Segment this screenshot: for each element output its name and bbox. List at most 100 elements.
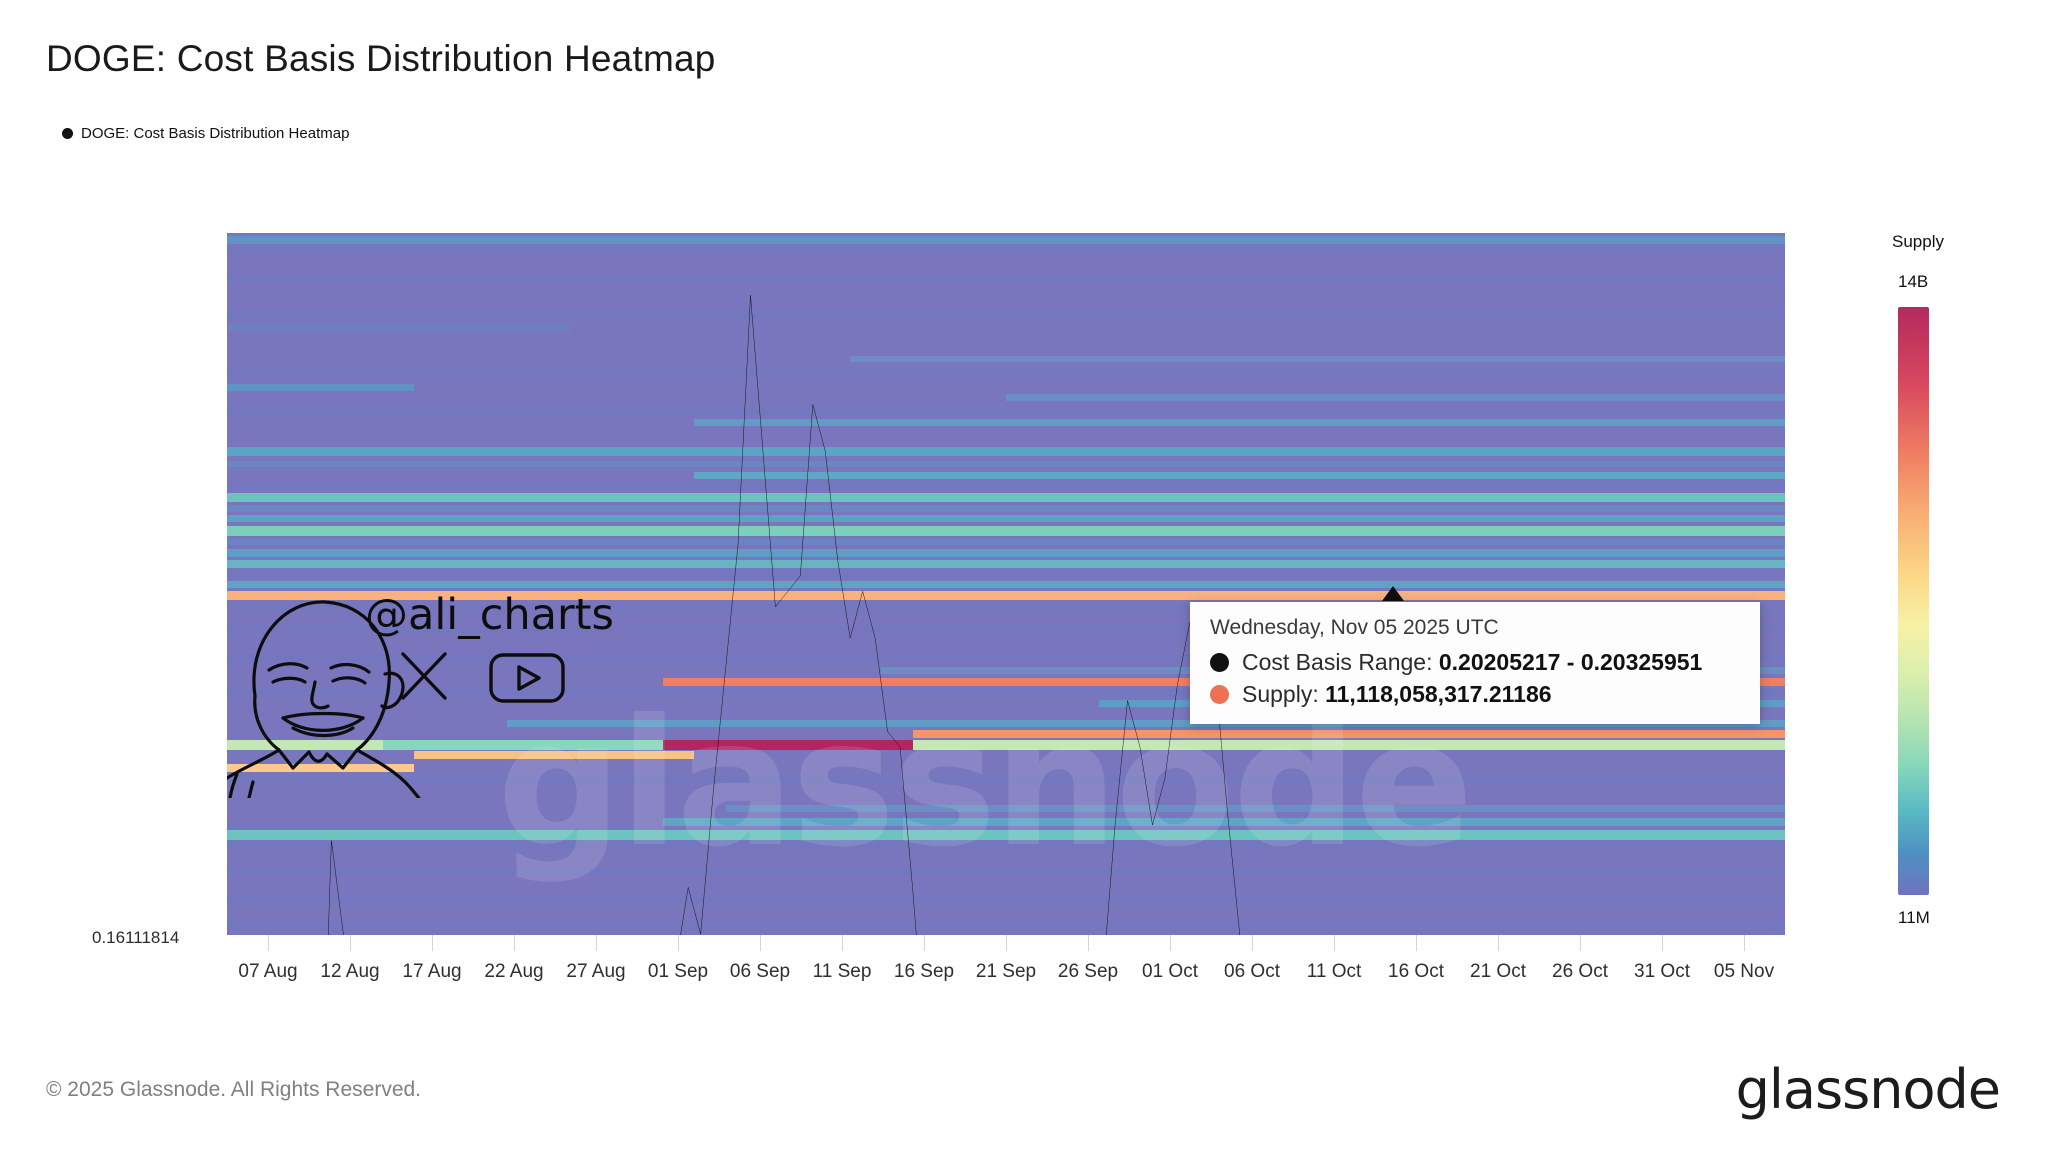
heatmap-band (227, 776, 1785, 783)
x-axis-tick-label: 11 Sep (812, 961, 872, 982)
x-axis-tick-mark (514, 935, 515, 951)
heatmap-band (227, 591, 1785, 601)
heatmap-band (227, 710, 1785, 717)
heatmap-band (227, 482, 1785, 490)
heatmap-band (694, 471, 1785, 479)
heatmap-band (227, 560, 1785, 568)
x-axis-tick-mark (924, 935, 925, 951)
heatmap-band (227, 923, 1785, 931)
heatmap-band (227, 603, 1785, 610)
heatmap-band (227, 854, 1785, 861)
x-axis-tick-mark (1170, 935, 1171, 951)
tooltip-supply-label: Supply: (1242, 681, 1319, 707)
heatmap-band (850, 355, 1785, 363)
colorbar-legend: Supply 14B 11M (1884, 232, 2034, 972)
x-axis-tick-label: 21 Oct (1470, 961, 1526, 982)
x-axis-tick-label: 01 Sep (647, 961, 709, 982)
y-axis-min-label: 0.16111814 (92, 928, 180, 947)
heatmap-band (227, 640, 1785, 647)
heatmap-band (413, 751, 695, 760)
heatmap-bands-layer (227, 233, 1785, 935)
tooltip-supply-dot-icon (1210, 685, 1229, 704)
heatmap-band (663, 739, 913, 750)
heatmap-band (227, 324, 570, 330)
x-axis-tick-label: 16 Sep (893, 961, 955, 982)
portrait-line-art-icon (227, 600, 421, 800)
x-axis-tick-label: 26 Sep (1057, 961, 1119, 982)
tooltip-cost-basis-value: 0.20205217 - 0.20325951 (1438, 649, 1703, 675)
colorbar-min-label: 11M (1898, 908, 1930, 927)
x-axis-tick-label: 21 Sep (975, 961, 1037, 982)
x-axis-tick-mark (1662, 935, 1663, 951)
heatmap-band (227, 689, 1785, 696)
heatmap-band (227, 842, 1785, 849)
heatmap-band (227, 882, 1785, 889)
heatmap-band (663, 818, 1785, 827)
heatmap-band (227, 235, 1785, 244)
x-axis-tick-mark (596, 935, 597, 951)
heatmap-band (227, 433, 1785, 440)
x-axis-tick-mark (760, 935, 761, 951)
heatmap-band (227, 310, 1785, 318)
heatmap-band (227, 292, 1785, 299)
tooltip-row-supply: Supply: 11,118,058,317.21186 (1210, 681, 1740, 708)
x-axis: 07 Aug 12 Aug 17 Aug 22 Aug 27 Aug 01 Sep 06 S… (227, 935, 1785, 1005)
x-axis-tick-label: 31 Oct (1634, 961, 1690, 982)
heatmap-band (227, 626, 1785, 633)
x-axis-tick-label: 27 Aug (566, 961, 626, 982)
tooltip-supply-value: 11,118,058,317.21186 (1325, 681, 1552, 707)
heatmap-band (1006, 394, 1785, 401)
heatmap-band (227, 868, 1785, 875)
heatmap-band (227, 896, 1785, 903)
heatmap-band (227, 739, 1785, 750)
heatmap-band (227, 369, 1785, 376)
heatmap-band (227, 581, 1785, 589)
chart-tooltip: Wednesday, Nov 05 2025 UTC Cost Basis Ra… (1190, 602, 1760, 724)
footer-logo: glassnode (1735, 1058, 2001, 1121)
heatmap-band (227, 571, 1785, 578)
tooltip-date: Wednesday, Nov 05 2025 UTC (1210, 616, 1499, 639)
x-axis-tick-mark (841, 935, 843, 951)
heatmap-band (227, 338, 1785, 345)
heatmap-band (912, 730, 1785, 739)
legend-series-label: DOGE: Cost Basis Distribution Heatmap (81, 125, 350, 142)
heatmap-band (227, 526, 1785, 537)
chart-legend: DOGE: Cost Basis Distribution Heatmap (62, 125, 349, 142)
colorbar-gradient (1898, 307, 1929, 895)
ali-charts-handle: @ali_charts (365, 590, 614, 640)
ali-charts-watermark: @ali_charts (227, 578, 717, 800)
page-title: DOGE: Cost Basis Distribution Heatmap (46, 38, 716, 79)
x-axis-tick-mark (1006, 935, 1007, 951)
x-axis-tick-label: 06 Oct (1224, 961, 1280, 982)
x-axis-tick-mark (1334, 935, 1335, 951)
tooltip-cost-basis-label: Cost Basis Range: (1242, 649, 1433, 675)
price-line (227, 233, 1785, 935)
heatmap-band (725, 805, 1785, 813)
x-axis-tick-label: 05 Nov (1713, 961, 1775, 982)
x-axis-tick-mark (1088, 935, 1089, 951)
tooltip-pointer-icon (1382, 586, 1404, 601)
tooltip-cost-basis-text: Cost Basis Range: 0.20205217 - 0.2032595… (1242, 649, 1702, 676)
x-axis-tick-label: 22 Aug (484, 961, 544, 982)
footer-copyright: © 2025 Glassnode. All Rights Reserved. (46, 1078, 422, 1101)
x-axis-tick-label: 17 Aug (402, 961, 462, 982)
heatmap-band (227, 505, 1785, 512)
x-axis-tick-mark (432, 935, 433, 951)
heatmap-band (227, 275, 1785, 282)
heatmap-band (227, 461, 1785, 468)
x-axis-tick-mark (1498, 935, 1499, 951)
x-axis-tick-label: 11 Oct (1306, 961, 1362, 982)
heatmap-band (382, 739, 664, 750)
heatmap-plot-area[interactable]: glassnode (227, 233, 1785, 935)
heatmap-band (227, 763, 414, 773)
heatmap-band (227, 492, 1785, 502)
colorbar-title: Supply (1892, 232, 1944, 251)
heatmap-band (227, 614, 1785, 622)
x-axis-tick-mark (268, 935, 269, 951)
x-axis-tick-label: 01 Oct (1142, 961, 1198, 982)
tooltip-supply-text: Supply: 11,118,058,317.21186 (1242, 681, 1552, 708)
heatmap-band (227, 408, 1785, 415)
heatmap-band (507, 720, 1785, 728)
youtube-icon (489, 653, 565, 703)
x-logo-icon (401, 652, 447, 700)
